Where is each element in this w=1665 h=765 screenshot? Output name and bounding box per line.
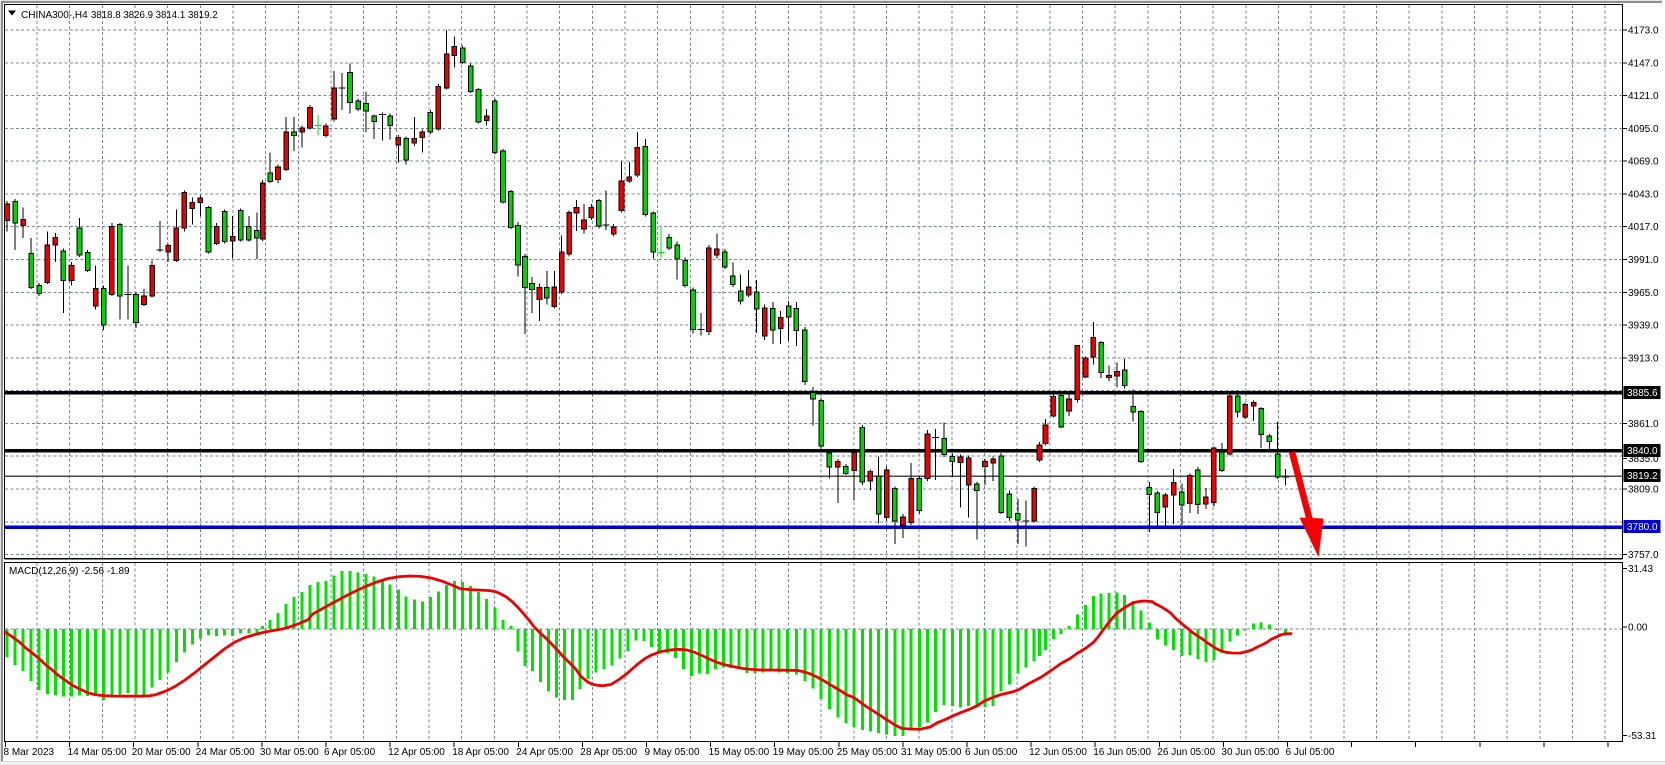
svg-text:19 May 05:00: 19 May 05:00 bbox=[773, 747, 834, 758]
svg-text:25 May 05:00: 25 May 05:00 bbox=[837, 747, 898, 758]
svg-text:15 May 05:00: 15 May 05:00 bbox=[709, 747, 770, 758]
svg-text:MACD(12,26,9) -2.56 -1.89: MACD(12,26,9) -2.56 -1.89 bbox=[9, 566, 130, 577]
svg-text:3818.8 3826.9 3814.1 3819.2: 3818.8 3826.9 3814.1 3819.2 bbox=[91, 10, 218, 21]
svg-text:31.43: 31.43 bbox=[1628, 564, 1653, 575]
svg-text:6 Jun 05:00: 6 Jun 05:00 bbox=[965, 747, 1018, 758]
svg-text:0.00: 0.00 bbox=[1628, 623, 1648, 634]
svg-text:8 Mar 2023: 8 Mar 2023 bbox=[4, 747, 55, 758]
svg-text:4069.0: 4069.0 bbox=[1628, 157, 1659, 168]
svg-text:3757.0: 3757.0 bbox=[1628, 550, 1659, 561]
svg-text:4173.0: 4173.0 bbox=[1628, 26, 1659, 37]
svg-text:24 Apr 05:00: 24 Apr 05:00 bbox=[516, 747, 573, 758]
svg-text:6 Apr 05:00: 6 Apr 05:00 bbox=[324, 747, 376, 758]
svg-text:28 Apr 05:00: 28 Apr 05:00 bbox=[580, 747, 637, 758]
svg-text:30 Jun 05:00: 30 Jun 05:00 bbox=[1221, 747, 1279, 758]
svg-text:3885.6: 3885.6 bbox=[1627, 388, 1658, 399]
svg-text:CHINA300-,H4: CHINA300-,H4 bbox=[21, 10, 88, 21]
svg-text:24 Mar 05:00: 24 Mar 05:00 bbox=[196, 747, 255, 758]
svg-text:12 Apr 05:00: 12 Apr 05:00 bbox=[388, 747, 445, 758]
svg-text:16 Jun 05:00: 16 Jun 05:00 bbox=[1093, 747, 1151, 758]
svg-text:4095.0: 4095.0 bbox=[1628, 124, 1659, 135]
svg-text:20 Mar 05:00: 20 Mar 05:00 bbox=[132, 747, 191, 758]
svg-text:31 May 05:00: 31 May 05:00 bbox=[901, 747, 962, 758]
svg-text:4121.0: 4121.0 bbox=[1628, 91, 1659, 102]
svg-text:4147.0: 4147.0 bbox=[1628, 58, 1659, 69]
svg-text:6 Jul 05:00: 6 Jul 05:00 bbox=[1286, 747, 1335, 758]
svg-text:3819.2: 3819.2 bbox=[1627, 471, 1658, 482]
svg-text:3991.0: 3991.0 bbox=[1628, 255, 1659, 266]
svg-text:3939.0: 3939.0 bbox=[1628, 321, 1659, 332]
svg-text:4017.0: 4017.0 bbox=[1628, 222, 1659, 233]
svg-text:3965.0: 3965.0 bbox=[1628, 288, 1659, 299]
svg-text:18 Apr 05:00: 18 Apr 05:00 bbox=[452, 747, 509, 758]
svg-text:26 Jun 05:00: 26 Jun 05:00 bbox=[1157, 747, 1215, 758]
svg-text:3835.0: 3835.0 bbox=[1628, 454, 1659, 465]
svg-text:3780.0: 3780.0 bbox=[1627, 522, 1658, 533]
svg-text:-53.31: -53.31 bbox=[1628, 731, 1657, 742]
svg-text:30 Mar 05:00: 30 Mar 05:00 bbox=[260, 747, 319, 758]
svg-text:3913.0: 3913.0 bbox=[1628, 353, 1659, 364]
svg-text:14 Mar 05:00: 14 Mar 05:00 bbox=[68, 747, 127, 758]
svg-text:3809.0: 3809.0 bbox=[1628, 485, 1659, 496]
svg-text:3840.0: 3840.0 bbox=[1627, 446, 1658, 457]
svg-text:9 May 05:00: 9 May 05:00 bbox=[645, 747, 700, 758]
svg-text:3861.0: 3861.0 bbox=[1628, 419, 1659, 430]
svg-text:4043.0: 4043.0 bbox=[1628, 190, 1659, 201]
svg-text:12 Jun 05:00: 12 Jun 05:00 bbox=[1029, 747, 1087, 758]
